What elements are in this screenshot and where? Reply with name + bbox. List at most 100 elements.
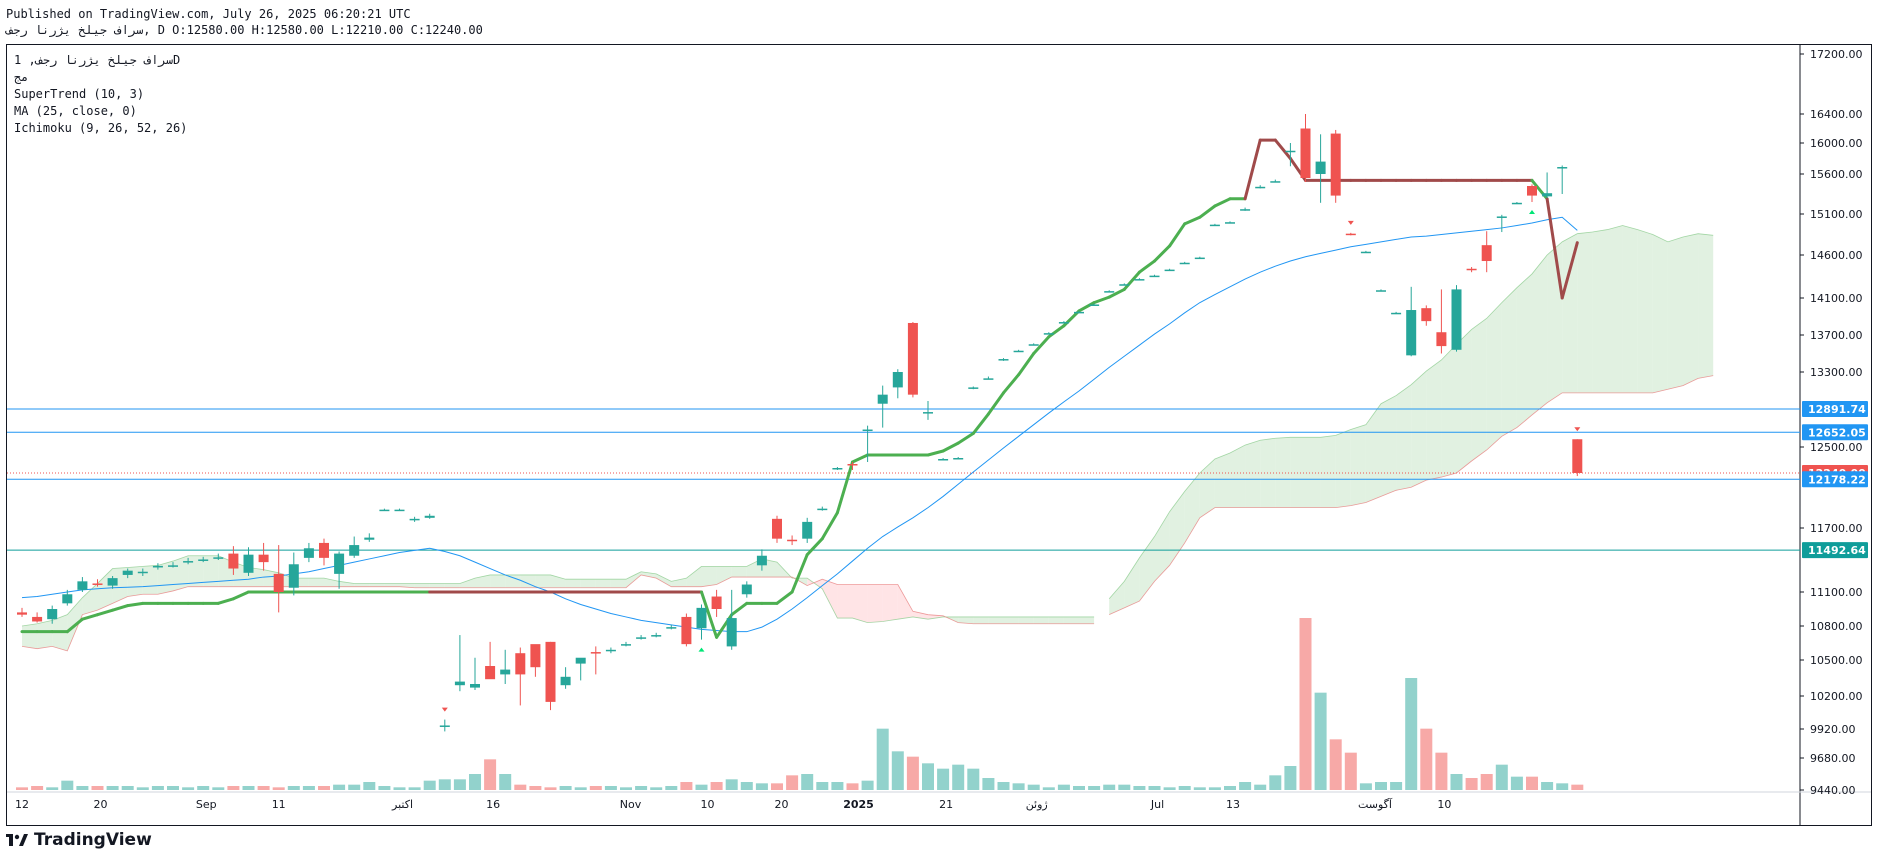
- volume-bar: [1541, 782, 1554, 790]
- supertrend-segment: [835, 460, 854, 515]
- cloud-segment: [686, 566, 702, 587]
- volume-bar: [952, 764, 965, 790]
- supertrend-segment: [1153, 244, 1172, 263]
- symbol-title: سراف جیلخ یژرنا رجف, 1D: [14, 53, 181, 67]
- volume-bar: [771, 783, 783, 790]
- volume-bar: [1118, 784, 1131, 790]
- publish-info: Published on TradingView.com, July 26, 2…: [6, 7, 411, 21]
- volume-bar: [423, 780, 436, 790]
- candle-body: [1527, 186, 1537, 196]
- cloud-segment: [1592, 229, 1608, 393]
- time-tick-label: 2025: [843, 798, 874, 811]
- candle-body: [107, 578, 118, 586]
- volume-bar: [1057, 784, 1070, 790]
- candle-body: [198, 559, 209, 561]
- candle-body: [1466, 268, 1477, 271]
- sell-signal-icon: [441, 707, 448, 712]
- volume-bar: [1208, 787, 1221, 790]
- cloud-segment: [308, 578, 324, 587]
- ichimoku-cloud: [21, 225, 1714, 652]
- candle-body: [424, 515, 435, 518]
- cloud-segment: [897, 584, 913, 620]
- cloud-segment: [1622, 225, 1638, 393]
- cloud-segment: [882, 584, 898, 622]
- supertrend-segment: [1560, 241, 1579, 300]
- volume-bar: [740, 782, 753, 790]
- volume-bar: [1239, 782, 1252, 790]
- volume-bars: [16, 618, 1584, 790]
- cloud-segment: [988, 616, 1004, 624]
- cloud-segment: [656, 573, 672, 587]
- cloud-segment: [1381, 395, 1397, 497]
- cloud-segment: [97, 568, 113, 611]
- candle-body: [696, 607, 707, 629]
- time-tick-label: اکتبر: [391, 798, 413, 811]
- supertrend-segment: [111, 604, 130, 612]
- candle-body: [349, 545, 360, 556]
- cloud-segment: [1184, 473, 1200, 543]
- buy-signal-icon: [1529, 210, 1535, 214]
- candle-body: [1406, 310, 1417, 356]
- volume-bar: [182, 787, 195, 790]
- cloud-segment: [1667, 236, 1683, 390]
- price-tick-label: 13300.00: [1810, 366, 1863, 379]
- candle-body: [575, 657, 586, 664]
- volume-bar: [1435, 752, 1448, 790]
- candle-body: [590, 652, 601, 654]
- candle-body: [1436, 332, 1447, 347]
- ma-label[interactable]: MA (25, close, 0): [14, 104, 137, 118]
- volume-bar: [1390, 782, 1403, 790]
- chart-frame[interactable]: [6, 44, 1872, 826]
- volume-bar: [982, 778, 995, 790]
- price-tick-label: 9920.00: [1810, 723, 1856, 736]
- candle-body: [756, 555, 767, 566]
- cloud-segment: [1290, 437, 1306, 508]
- cloud-segment: [490, 574, 506, 588]
- price-tick-label: 12500.00: [1810, 441, 1863, 454]
- volume-bar: [469, 774, 481, 790]
- time-tick-label: Sep: [196, 798, 217, 811]
- volume-bar: [242, 786, 255, 790]
- cloud-segment: [37, 620, 53, 649]
- supertrend-segment: [775, 590, 794, 605]
- supertrend-segment: [986, 391, 1005, 416]
- candle-body: [1270, 181, 1281, 183]
- indicator-legend: سراف جیلخ یژرنا رجف, 1D مج SuperTrend (1…: [14, 52, 187, 137]
- volume-bar: [574, 787, 587, 790]
- candle-body: [983, 378, 994, 380]
- candle-body: [1315, 161, 1326, 174]
- candle-body: [364, 537, 375, 540]
- publish-header: Published on TradingView.com, July 26, 2…: [6, 6, 483, 38]
- cloud-segment: [1456, 329, 1472, 473]
- tradingview-logo[interactable]: TradingView: [6, 830, 152, 850]
- supertrend-segment: [956, 431, 975, 445]
- candle-body: [47, 609, 58, 620]
- supertrend-label[interactable]: SuperTrend (10, 3): [14, 87, 145, 101]
- candle-body: [303, 548, 314, 558]
- volume-bar: [438, 779, 451, 790]
- ichimoku-label[interactable]: Ichimoku (9, 26, 52, 26): [14, 121, 188, 135]
- supertrend-segment: [1002, 373, 1021, 395]
- cloud-segment: [1652, 234, 1668, 393]
- volume-bar: [151, 786, 164, 790]
- cloud-segment: [324, 578, 340, 587]
- candle-body: [1481, 245, 1492, 262]
- cloud-segment: [837, 584, 853, 619]
- volume-bar: [1088, 786, 1101, 790]
- volume-bar: [1269, 775, 1282, 790]
- candle-body: [560, 676, 571, 686]
- volume-bar: [1329, 739, 1342, 790]
- supertrend-segment: [1017, 352, 1036, 377]
- supertrend-segment: [1107, 287, 1126, 299]
- cloud-segment: [142, 565, 158, 595]
- cloud-segment: [716, 566, 732, 585]
- candle-body: [1058, 322, 1069, 324]
- volume-bar: [1042, 787, 1055, 790]
- volume-bar: [31, 786, 44, 790]
- volume-bar: [257, 786, 270, 790]
- cloud-segment: [1547, 241, 1563, 403]
- supertrend-segment: [65, 617, 84, 634]
- candle-body: [681, 616, 692, 645]
- cloud-segment: [1169, 491, 1185, 566]
